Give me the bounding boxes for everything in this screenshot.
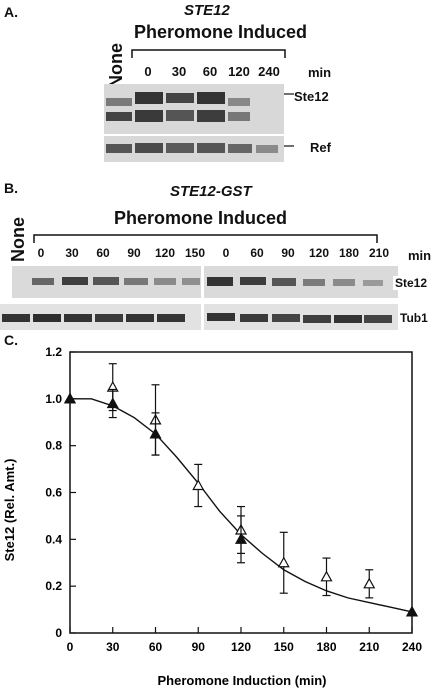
panel-a-none-label: None bbox=[106, 43, 126, 88]
panel-b-tub1-label: Tub1 bbox=[398, 311, 428, 325]
panel-b-lane-120b: 120 bbox=[308, 246, 330, 260]
panel-a-letter: A. bbox=[4, 4, 18, 20]
y-tick-label: 0 bbox=[55, 626, 62, 640]
panel-b-lane-90a: 90 bbox=[127, 246, 141, 260]
panel-b-lane-120a: 120 bbox=[154, 246, 176, 260]
panel-b-lane-0b: 0 bbox=[222, 246, 230, 260]
panel-a-lane-30: 30 bbox=[171, 64, 187, 79]
panel-a-pheromone-title: Pheromone Induced bbox=[134, 22, 308, 42]
plot-frame bbox=[69, 351, 413, 634]
x-tick-label: 210 bbox=[359, 640, 379, 654]
x-tick-label: 150 bbox=[274, 640, 294, 654]
x-tick-label: 30 bbox=[106, 640, 120, 654]
panel-a-gene-title: STE12 bbox=[184, 2, 230, 19]
x-tick-label: 120 bbox=[231, 640, 251, 654]
panel-b-ste12-text: Ste12 bbox=[393, 276, 428, 290]
y-tick-label: 0.6 bbox=[45, 486, 62, 500]
x-axis-label: Pheromone Induction (min) bbox=[158, 673, 327, 688]
open-triangle-point bbox=[192, 479, 205, 491]
panel-b-lane-60a: 60 bbox=[96, 246, 110, 260]
panel-c-letter: C. bbox=[4, 332, 18, 348]
panel-b-lane-90b: 90 bbox=[281, 246, 295, 260]
x-tick-label: 90 bbox=[192, 640, 206, 654]
panel-b-lane-0a: 0 bbox=[37, 246, 45, 260]
panel-b-pheromone-title: Pheromone Induced bbox=[114, 208, 288, 228]
panel-a-ref-label: Ref bbox=[310, 140, 331, 155]
panel-a-ref-blot bbox=[104, 136, 284, 162]
x-tick-label: 0 bbox=[67, 640, 74, 654]
filled-triangle-point bbox=[149, 427, 162, 439]
y-tick-label: 1.2 bbox=[45, 345, 62, 359]
panel-a-ref-tick bbox=[284, 145, 294, 147]
filled-triangle-point bbox=[63, 392, 77, 404]
panel-b-tub1-blot bbox=[0, 304, 398, 330]
open-triangle-point bbox=[277, 556, 290, 568]
filled-triangle-point bbox=[405, 605, 419, 617]
y-tick-label: 0.8 bbox=[45, 439, 62, 453]
panel-b-letter: B. bbox=[4, 180, 18, 196]
panel-a-min-label: min bbox=[308, 65, 332, 80]
panel-b-lane-180: 180 bbox=[338, 246, 360, 260]
panel-a-ste12-tick bbox=[284, 93, 294, 95]
panel-a-lane-240: 240 bbox=[258, 64, 280, 79]
panel-b-bracket bbox=[33, 234, 378, 243]
x-tick-label: 240 bbox=[402, 640, 422, 654]
panel-a-bracket bbox=[131, 49, 286, 58]
filled-triangle-point bbox=[106, 397, 119, 409]
x-tick-label: 180 bbox=[316, 640, 336, 654]
panel-b-lane-150: 150 bbox=[184, 246, 206, 260]
y-tick-label: 0.2 bbox=[45, 579, 62, 593]
panel-a-ste12-blot bbox=[104, 84, 284, 134]
y-axis-label: Ste12 (Rel. Amt.) bbox=[2, 459, 17, 562]
y-tick-label: 0.4 bbox=[45, 532, 62, 546]
panel-b-gene-title: STE12-GST bbox=[170, 183, 252, 200]
open-triangle-point bbox=[320, 570, 333, 582]
panel-a-lane-0: 0 bbox=[144, 64, 152, 79]
panel-c-chart: 0 30 60 90 120 150 180 210 240 0 0.2 0.4 0.6 0.8 1.0 1.… bbox=[2, 345, 422, 688]
panel-b-min-label: min bbox=[408, 248, 432, 263]
panel-b-lane-210: 210 bbox=[368, 246, 390, 260]
open-triangle-point bbox=[363, 577, 376, 589]
filled-triangle-point bbox=[234, 533, 248, 544]
panel-b-lane-30: 30 bbox=[65, 246, 79, 260]
panel-a-lane-120: 120 bbox=[228, 64, 250, 79]
panel-a-lane-60: 60 bbox=[202, 64, 218, 79]
panel-a-ste12-label: Ste12 bbox=[294, 89, 329, 104]
panel-b-lane-60b: 60 bbox=[250, 246, 264, 260]
fit-curve bbox=[70, 398, 413, 613]
x-tick-label: 60 bbox=[149, 640, 163, 654]
panel-b-ste12-blot bbox=[12, 266, 398, 298]
y-tick-label: 1.0 bbox=[45, 392, 62, 406]
